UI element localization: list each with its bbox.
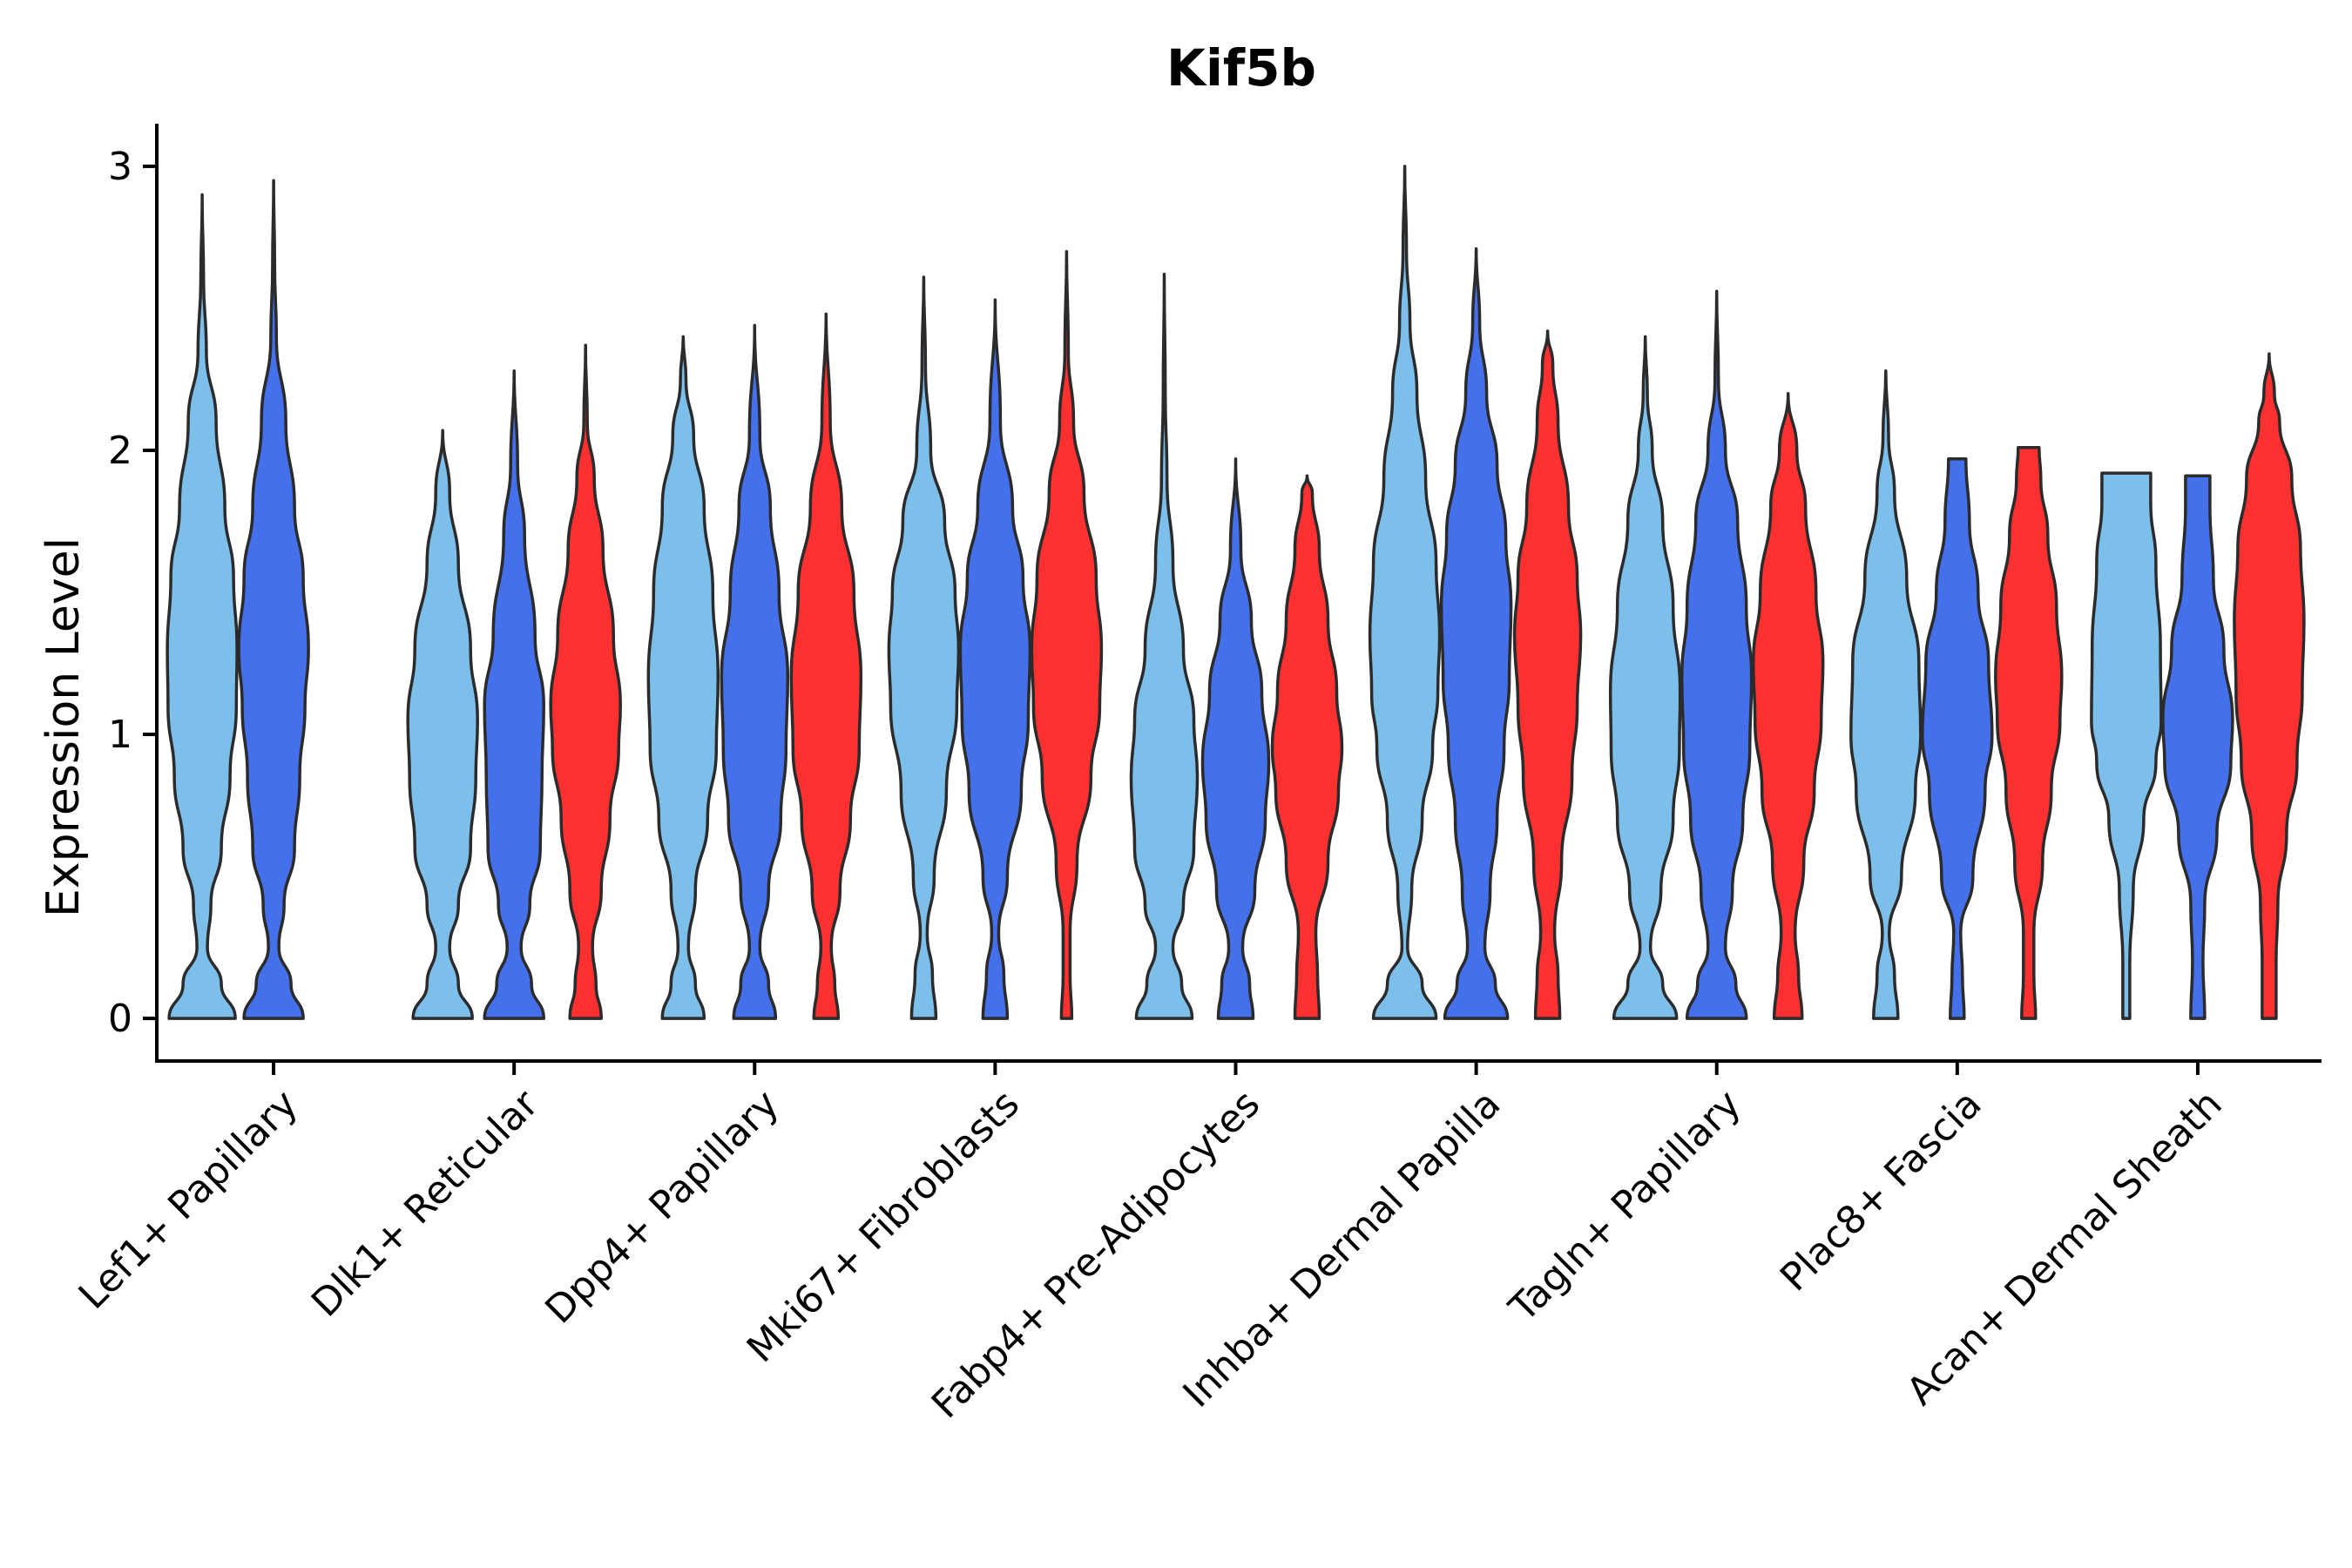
violin-group1-1: [406, 429, 479, 1020]
violin-group2-8: [2161, 474, 2234, 1020]
y-tick-label: 0: [108, 997, 132, 1041]
violin-group1-4: [1129, 273, 1200, 1020]
violin-group3-4: [1270, 474, 1344, 1020]
violin-group1-6: [1608, 335, 1682, 1020]
violin-group3-3: [1030, 249, 1104, 1020]
violin-group3-8: [2233, 352, 2306, 1020]
x-tick-label: Lef1+ Papillary: [71, 1082, 307, 1318]
y-tick-label: 1: [108, 713, 132, 757]
violin-group1-8: [2090, 471, 2163, 1020]
x-tick-label: Dpp4+ Papillary: [537, 1082, 787, 1333]
x-tick-label: Tagln+ Papillary: [1500, 1082, 1749, 1331]
y-axis-label: Expression Level: [37, 537, 90, 917]
y-axis-ticks: 0 1 2 3: [108, 145, 157, 1041]
violin-group2-2: [720, 323, 790, 1020]
violin-group2-3: [958, 298, 1032, 1020]
violin-group1-5: [1368, 165, 1442, 1020]
x-tick-label: Mki67+ Fibroblasts: [739, 1082, 1028, 1371]
violin-group1-0: [166, 193, 239, 1020]
violin-layer: [166, 165, 2306, 1020]
violin-group3-5: [1512, 329, 1583, 1020]
violin-group2-0: [237, 179, 310, 1020]
violin-group3-1: [549, 343, 622, 1020]
violin-group3-2: [789, 312, 863, 1020]
y-tick-label: 3: [108, 145, 132, 189]
x-tick-label: Plac8+ Fascia: [1772, 1082, 1990, 1301]
chart-title: Kif5b: [1166, 38, 1316, 98]
violin-group2-1: [483, 368, 545, 1020]
violin-group1-3: [887, 275, 961, 1020]
y-tick-label: 2: [108, 429, 132, 473]
violin-group1-7: [1849, 368, 1923, 1020]
x-tick-label: Dlk1+ Reticular: [303, 1081, 548, 1326]
violin-group3-7: [1994, 445, 2064, 1020]
violin-group3-6: [1751, 392, 1825, 1020]
violin-group2-7: [1921, 457, 1994, 1020]
violin-group2-5: [1439, 247, 1513, 1020]
violin-group2-6: [1680, 289, 1754, 1020]
violin-group1-2: [646, 335, 720, 1020]
violin-group2-4: [1200, 457, 1271, 1020]
